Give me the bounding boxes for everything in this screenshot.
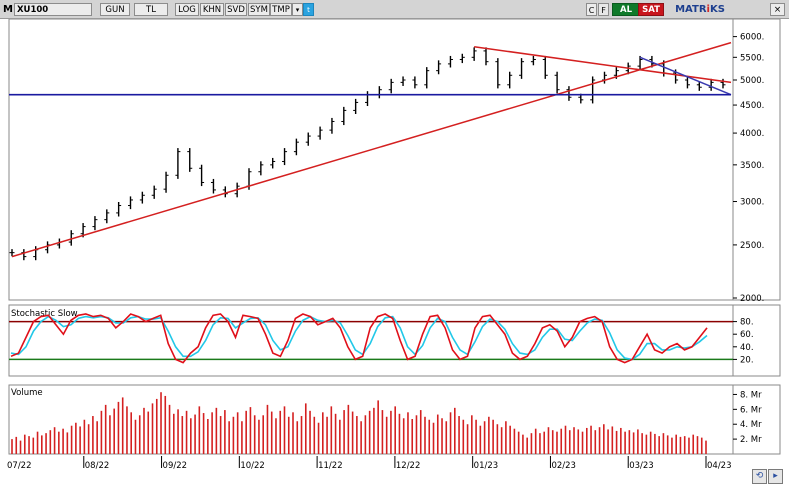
scroll-left-icon[interactable]: ⟲ — [752, 469, 767, 484]
svd-button[interactable]: SVD — [225, 3, 247, 16]
panel-border — [8, 304, 781, 377]
stoch-tick-label: 40. — [740, 343, 754, 353]
date-label: 03/23 — [629, 461, 654, 471]
price-tick-label: 3500. — [740, 161, 764, 171]
stoch-tick-label: 60. — [740, 330, 754, 340]
price-tick-label: 5000. — [740, 76, 764, 86]
close-button[interactable]: × — [770, 3, 785, 16]
stoch-series-line — [10, 313, 708, 364]
panel-border — [8, 19, 781, 301]
volume-tick-label: 6. Mr — [740, 405, 762, 415]
khn-button[interactable]: KHN — [200, 3, 224, 16]
date-label: 11/22 — [318, 461, 343, 471]
sell-button[interactable]: SAT — [638, 3, 664, 16]
tmp-button[interactable]: TMP — [270, 3, 292, 16]
c-button[interactable]: C — [586, 3, 597, 16]
menu-m-button[interactable]: M — [3, 4, 13, 15]
f-button[interactable]: F — [598, 3, 609, 16]
stoch-tick-label: 20. — [740, 355, 754, 365]
price-bars — [9, 47, 726, 261]
stochastic-title: Stochastic Slow — [11, 309, 78, 319]
date-label: 12/22 — [396, 461, 421, 471]
scroll-right-icon[interactable]: ▸ — [768, 469, 783, 484]
sym-button[interactable]: SYM — [248, 3, 270, 16]
stochastic-panel — [8, 304, 781, 377]
date-label: 04/23 — [707, 461, 732, 471]
price-tick-label: 5500. — [740, 53, 764, 63]
price-tick-label: 2000. — [740, 294, 764, 304]
date-label: 09/22 — [163, 461, 188, 471]
volume-bars — [11, 392, 707, 454]
stoch-tick-label: 80. — [740, 318, 754, 328]
trendline — [639, 56, 732, 96]
date-label: 08/22 — [85, 461, 110, 471]
logo-text-c: KS — [709, 4, 725, 15]
twitter-icon[interactable]: t — [303, 3, 314, 16]
stochastic-axis: 20. 40. 60. 80. — [733, 318, 754, 365]
volume-title: Volume — [11, 388, 43, 398]
price-axis: 2000. 2500. 3000. 3500. 4000. 4500. 5000. 5500.… — [733, 33, 764, 304]
matriks-logo: MATRiKS — [672, 3, 728, 16]
date-label: 01/23 — [474, 461, 499, 471]
price-tick-label: 3000. — [740, 198, 764, 208]
logo-text-b: i — [706, 4, 710, 15]
date-axis: 07/22 08/22 09/22 10/22 11/22 12/22 01/23 02/23… — [7, 456, 732, 471]
price-panel — [8, 19, 781, 301]
period-button[interactable]: GUN — [100, 3, 130, 16]
chart-toolbar: M XU100 GUN TL LOG KHN SVD SYM TMP ▾ t C… — [0, 0, 789, 19]
stoch-series-line — [10, 315, 708, 361]
volume-axis: 2. Mr 4. Mr 6. Mr 8. Mr — [733, 390, 762, 445]
logo-text-a: MATR — [675, 4, 707, 15]
volume-tick-label: 2. Mr — [740, 435, 762, 445]
date-label: 07/22 — [7, 461, 32, 471]
currency-button[interactable]: TL — [134, 3, 168, 16]
trendline — [11, 41, 732, 258]
volume-tick-label: 8. Mr — [740, 390, 762, 400]
price-tick-label: 2500. — [740, 241, 764, 251]
volume-tick-label: 4. Mr — [740, 420, 762, 430]
dropdown-icon[interactable]: ▾ — [292, 3, 303, 16]
symbol-field[interactable]: XU100 — [14, 3, 92, 16]
buy-button[interactable]: AL — [612, 3, 640, 16]
price-tick-label: 4500. — [740, 101, 764, 111]
stochastic-lines — [9, 313, 733, 364]
price-tick-label: 6000. — [740, 33, 764, 43]
date-label: 10/22 — [240, 461, 264, 471]
chart-canvas[interactable]: 2000. 2500. 3000. 3500. 4000. 4500. 5000. 5500.… — [0, 19, 789, 489]
log-button[interactable]: LOG — [175, 3, 199, 16]
price-tick-label: 4000. — [740, 129, 764, 139]
date-label: 02/23 — [551, 461, 576, 471]
price-trendlines — [9, 41, 732, 258]
